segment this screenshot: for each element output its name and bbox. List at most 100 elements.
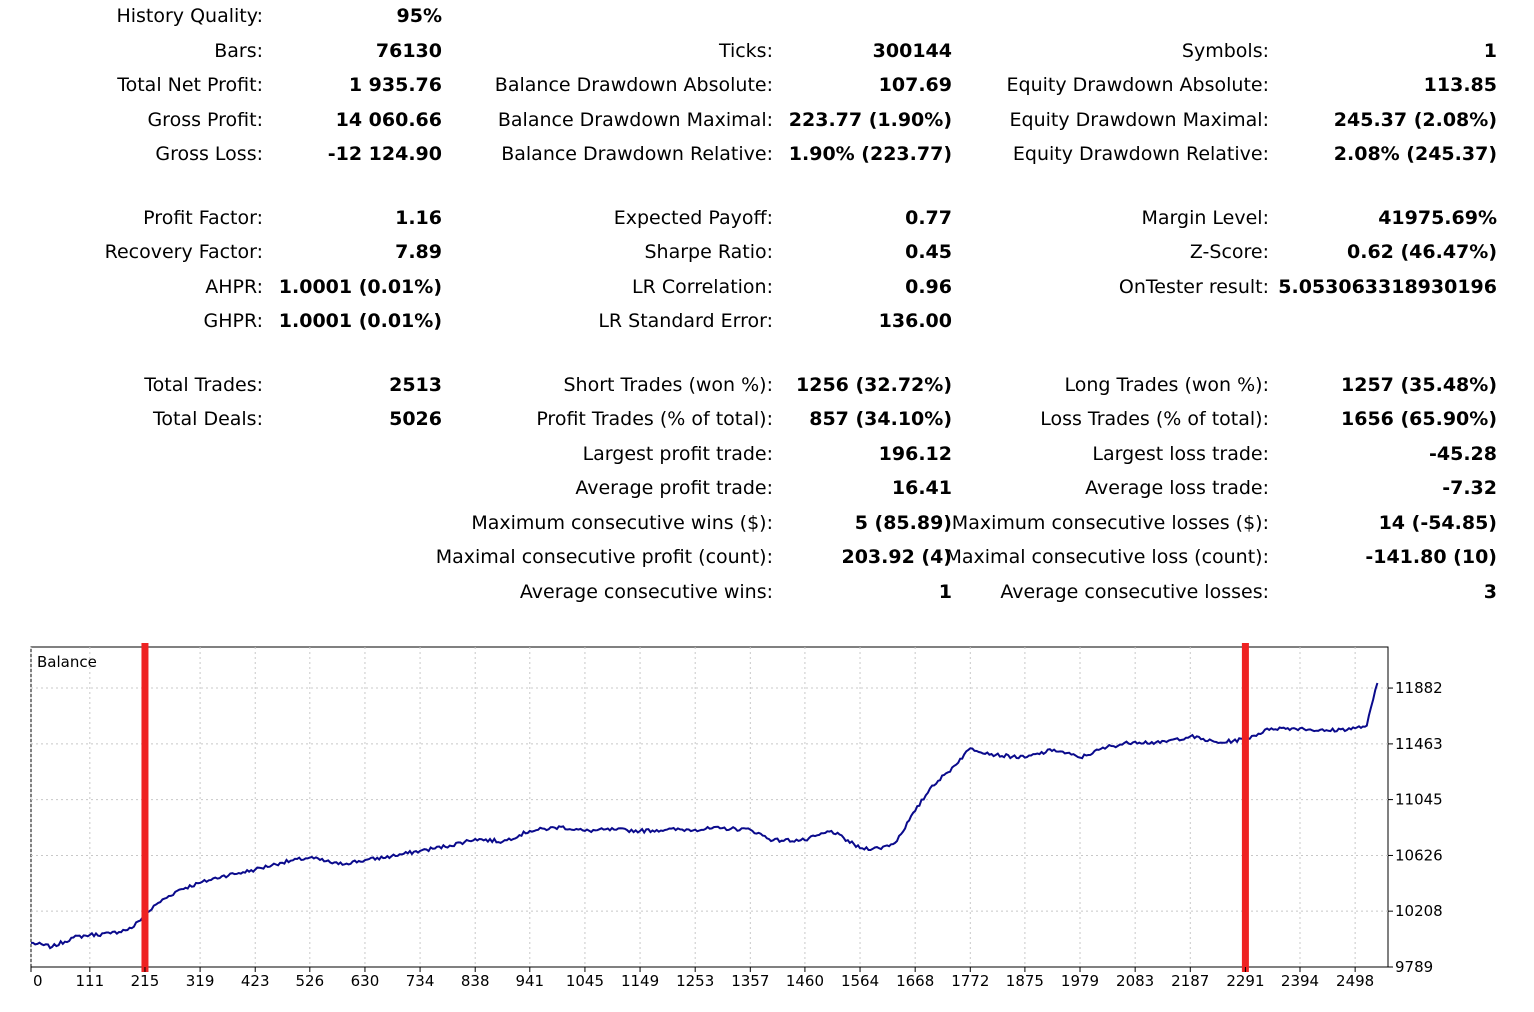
- x-tick-label: 2394: [1281, 972, 1319, 990]
- stat-label: Average loss trade:: [1085, 477, 1269, 499]
- stat-value: 1: [1483, 40, 1497, 62]
- x-tick-label: 1772: [951, 972, 989, 990]
- stat-label: Recovery Factor:: [104, 241, 263, 263]
- stat-label: Maximal consecutive loss (count):: [945, 546, 1270, 568]
- stat-label: Largest profit trade:: [582, 443, 773, 465]
- stat-label: GHPR:: [203, 310, 264, 332]
- x-tick-label: 838: [461, 972, 490, 990]
- stat-label: History Quality:: [116, 5, 263, 27]
- stat-label: Gross Profit:: [147, 109, 263, 131]
- stat-value: -12 124.90: [327, 143, 442, 165]
- stat-label: Profit Trades (% of total):: [536, 408, 773, 430]
- stat-label: Equity Drawdown Maximal:: [1009, 109, 1269, 131]
- stat-value: 14 (-54.85): [1378, 512, 1497, 534]
- stat-value: 1.0001 (0.01%): [278, 276, 442, 298]
- stat-label: Total Trades:: [144, 374, 263, 396]
- stat-label: Maximum consecutive losses ($):: [951, 512, 1269, 534]
- stat-value: 0.62 (46.47%): [1347, 241, 1497, 263]
- stat-value: 5026: [389, 408, 442, 430]
- stat-value: 203.92 (4): [841, 546, 952, 568]
- chart-title: Balance: [37, 653, 97, 671]
- stat-label: Loss Trades (% of total):: [1040, 408, 1269, 430]
- chart-markers: [141, 643, 1249, 972]
- stat-value: -45.28: [1429, 443, 1497, 465]
- stat-value: 1.0001 (0.01%): [278, 310, 442, 332]
- x-tick-label: 526: [296, 972, 325, 990]
- stat-value: 5 (85.89): [854, 512, 952, 534]
- stat-label: Equity Drawdown Absolute:: [1006, 74, 1270, 96]
- stat-label: Total Net Profit:: [117, 74, 263, 96]
- stat-value: 857 (34.10%): [809, 408, 952, 430]
- stat-value: 14 060.66: [335, 109, 442, 131]
- stat-label: Maximal consecutive profit (count):: [435, 546, 773, 568]
- x-axis-ticks: 0 111 215 319 423 526 630 734 838 941 1045 1149 1253…: [30, 967, 1374, 990]
- stat-value: 2513: [389, 374, 442, 396]
- stat-value: 76130: [375, 40, 442, 62]
- x-tick-label: 1357: [731, 972, 769, 990]
- stat-label: Profit Factor:: [143, 207, 263, 229]
- stat-label: Expected Payoff:: [613, 207, 773, 229]
- stat-value: 1: [938, 581, 952, 603]
- stat-value: 2.08% (245.37): [1333, 143, 1497, 165]
- x-tick-label: 1149: [621, 972, 659, 990]
- y-tick-label: 11463: [1395, 735, 1443, 753]
- stat-label: Average consecutive wins:: [519, 581, 773, 603]
- stat-value: 1.16: [395, 207, 442, 229]
- stat-value: 0.96: [905, 276, 952, 298]
- y-tick-label: 10626: [1395, 846, 1443, 864]
- stat-value: 41975.69%: [1378, 207, 1497, 229]
- y-tick-label: 9789: [1395, 958, 1433, 976]
- x-tick-label: 734: [406, 972, 435, 990]
- x-tick-label: 215: [131, 972, 160, 990]
- stat-value: 113.85: [1423, 74, 1497, 96]
- stat-label: Maximum consecutive wins ($):: [471, 512, 773, 534]
- stat-label: Gross Loss:: [155, 143, 263, 165]
- x-tick-label: 1045: [566, 972, 604, 990]
- stat-value: 7.89: [395, 241, 442, 263]
- stat-value: 1 935.76: [348, 74, 442, 96]
- stat-label: LR Correlation:: [632, 276, 773, 298]
- stat-label: Average consecutive losses:: [1000, 581, 1269, 603]
- stat-value: 107.69: [878, 74, 952, 96]
- stat-value: 136.00: [878, 310, 952, 332]
- stat-label: AHPR:: [205, 276, 263, 298]
- y-tick-label: 11045: [1395, 791, 1443, 809]
- stat-label: Z-Score:: [1189, 241, 1269, 263]
- chart-plot-area: [30, 646, 1389, 968]
- x-tick-label: 2187: [1171, 972, 1209, 990]
- stat-value: 300144: [872, 40, 952, 62]
- stat-value: 1.90% (223.77): [788, 143, 952, 165]
- stat-value: 223.77 (1.90%): [788, 109, 952, 131]
- balance-series-line: [31, 682, 1379, 950]
- stat-label: Bars:: [214, 40, 263, 62]
- stat-label: Balance Drawdown Relative:: [501, 143, 773, 165]
- x-tick-label: 1253: [676, 972, 714, 990]
- stat-label: LR Standard Error:: [598, 310, 773, 332]
- stat-value: 0.77: [905, 207, 952, 229]
- stat-value: -141.80 (10): [1365, 546, 1497, 568]
- stat-value: 245.37 (2.08%): [1333, 109, 1497, 131]
- x-tick-label: 1979: [1061, 972, 1099, 990]
- stat-label: Symbols:: [1181, 40, 1269, 62]
- stat-label: Sharpe Ratio:: [644, 241, 773, 263]
- stat-value: 1256 (32.72%): [796, 374, 952, 396]
- stat-value: 5.053063318930196: [1278, 276, 1497, 298]
- stat-label: OnTester result:: [1118, 276, 1269, 298]
- stat-value: 0.45: [905, 241, 952, 263]
- stat-label: Balance Drawdown Absolute:: [494, 74, 773, 96]
- y-axis-ticks: 9789 10208 10626 11045 11463 11882: [1388, 679, 1443, 976]
- stat-label: Average profit trade:: [575, 477, 773, 499]
- x-tick-label: 630: [351, 972, 380, 990]
- x-tick-label: 319: [186, 972, 215, 990]
- stat-value: 1656 (65.90%): [1341, 408, 1497, 430]
- stat-label: Balance Drawdown Maximal:: [497, 109, 773, 131]
- stat-label: Largest loss trade:: [1092, 443, 1269, 465]
- x-tick-label: 1460: [786, 972, 824, 990]
- x-tick-label: 0: [33, 972, 43, 990]
- stat-value: 3: [1483, 581, 1497, 603]
- stat-value: 196.12: [878, 443, 952, 465]
- stat-value: 16.41: [891, 477, 952, 499]
- stat-label: Ticks:: [718, 40, 773, 62]
- stat-label: Equity Drawdown Relative:: [1012, 143, 1269, 165]
